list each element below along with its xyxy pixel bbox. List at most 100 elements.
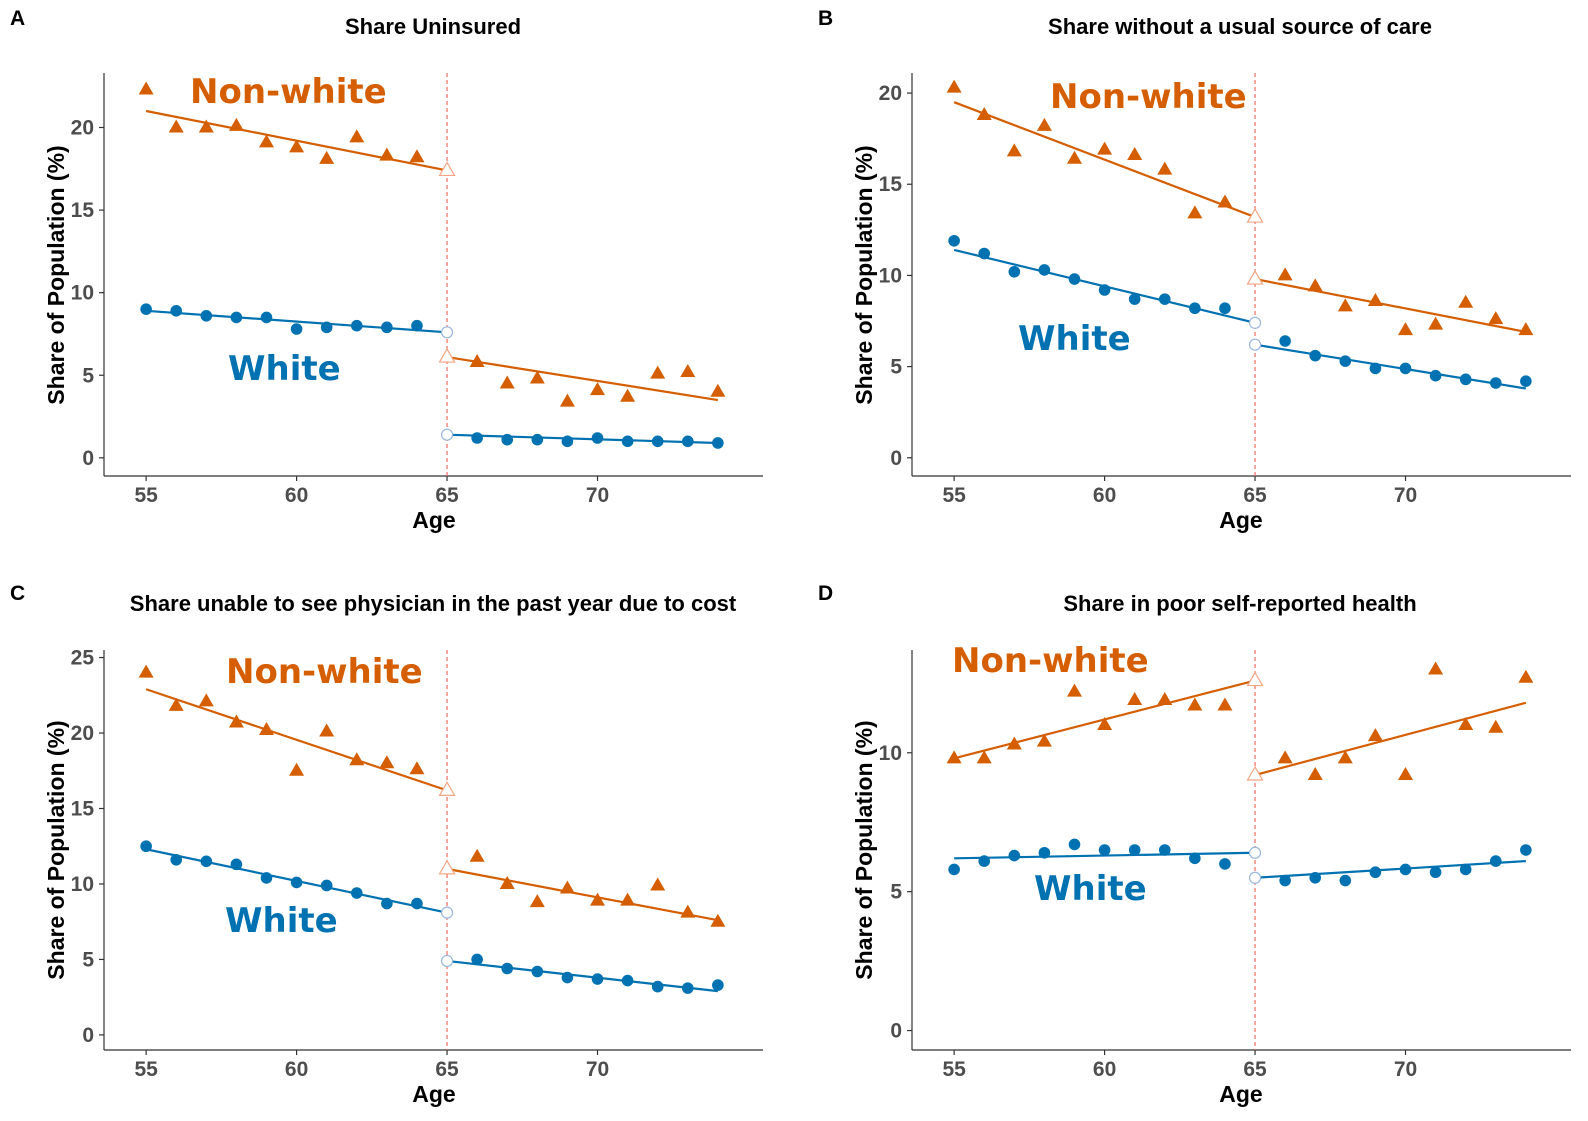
non-white-point <box>499 875 515 889</box>
white-point <box>320 321 333 334</box>
x-axis-title: Age <box>412 507 455 533</box>
y-tick-label: 0 <box>890 447 902 470</box>
non-white-point <box>680 363 696 377</box>
panel-letter: D <box>818 582 833 605</box>
x-tick-label: 60 <box>1093 484 1116 507</box>
non-white-point <box>650 365 666 379</box>
non-white-point <box>409 761 425 775</box>
white-point <box>1219 858 1231 870</box>
x-tick-label: 60 <box>1093 1058 1116 1081</box>
non-white-fit-line <box>1254 701 1527 777</box>
white-cutoff-marker <box>1248 846 1262 859</box>
non-white-point <box>529 370 545 384</box>
white-point <box>1520 375 1532 387</box>
x-tick-label: 70 <box>1394 1058 1417 1081</box>
non-white-point <box>710 913 726 927</box>
white-cutoff-marker <box>440 326 454 339</box>
y-tick-label: 20 <box>879 82 902 105</box>
panel-d: D Share in poor self-reported health Age… <box>794 561 1588 1121</box>
non-white-point <box>289 139 305 153</box>
non-white-cutoff-marker <box>1246 207 1264 223</box>
white-point <box>621 974 634 987</box>
non-white-point <box>319 150 335 164</box>
non-white-point <box>1066 150 1082 164</box>
y-tick-label: 15 <box>71 199 95 222</box>
non-white-cutoff-marker <box>438 161 456 177</box>
white-point <box>1128 844 1141 856</box>
panel-letter: B <box>818 7 833 30</box>
y-tick-label: 25 <box>71 647 95 670</box>
white-point <box>1279 335 1291 347</box>
white-point <box>1068 838 1081 851</box>
white-fit-line <box>447 433 718 445</box>
white-point <box>1429 369 1442 382</box>
white-point <box>230 858 243 871</box>
white-fit-line <box>1254 343 1527 390</box>
white-point <box>1008 849 1021 862</box>
y-tick-label: 15 <box>71 797 95 820</box>
white-point <box>170 854 183 866</box>
non-white-point <box>946 750 962 764</box>
white-point <box>320 879 333 892</box>
white-cutoff-marker <box>1248 871 1262 884</box>
white-point <box>501 962 514 975</box>
white-fit-line <box>146 309 448 334</box>
panel-c: C Share unable to see physician in the p… <box>0 561 794 1121</box>
non-white-cutoff-marker <box>1246 671 1264 687</box>
non-white-point <box>1006 736 1022 750</box>
non-white-point <box>469 354 485 368</box>
white-point <box>1399 863 1412 876</box>
x-tick-label: 60 <box>285 1058 308 1081</box>
white-point <box>260 872 273 884</box>
non-white-fit-line <box>145 688 448 792</box>
white-point <box>1459 373 1472 386</box>
x-tick-label: 70 <box>586 484 609 507</box>
y-axis-title: Share of Population (%) <box>851 720 877 979</box>
non-white-point <box>1518 669 1534 683</box>
white-point <box>230 311 243 324</box>
white-point <box>200 309 213 322</box>
non-white-point <box>168 119 184 133</box>
white-cutoff-marker <box>440 428 454 441</box>
white-cutoff-marker <box>1248 338 1262 351</box>
white-point <box>1520 844 1532 856</box>
non-white-point <box>138 664 154 678</box>
x-tick-label: 55 <box>942 484 966 507</box>
white-point <box>1489 855 1502 867</box>
non-white-point <box>319 723 335 737</box>
non-white-label: Non-white <box>1050 77 1247 117</box>
non-white-point <box>589 892 605 906</box>
white-point <box>1399 362 1412 375</box>
non-white-point <box>1127 147 1143 161</box>
white-label: White <box>1034 869 1147 909</box>
non-white-point <box>1157 692 1173 705</box>
non-white-point <box>1367 728 1383 742</box>
x-tick-label: 70 <box>586 1058 609 1081</box>
white-point <box>1098 844 1111 856</box>
non-white-point <box>650 877 666 891</box>
non-white-point <box>1066 683 1082 697</box>
white-point <box>1158 293 1171 305</box>
chart-panel-b: B Share without a usual source of care A… <box>818 7 1571 533</box>
non-white-point <box>1217 194 1233 208</box>
chart-panel-d: D Share in poor self-reported health Age… <box>818 582 1571 1107</box>
white-point <box>501 433 514 446</box>
white-point <box>140 303 152 315</box>
non-white-cutoff-marker <box>438 347 456 363</box>
white-point <box>471 432 483 444</box>
white-point <box>170 305 183 317</box>
y-tick-label: 20 <box>71 722 94 745</box>
white-point <box>381 321 393 334</box>
non-white-point <box>349 129 365 143</box>
white-point <box>260 311 273 324</box>
non-white-point <box>409 149 425 163</box>
non-white-point <box>198 119 214 133</box>
non-white-point <box>1307 278 1323 292</box>
white-point <box>948 863 960 876</box>
y-tick-label: 0 <box>82 1024 94 1047</box>
non-white-point <box>1428 661 1444 675</box>
non-white-point <box>1127 692 1143 705</box>
white-point <box>681 435 694 448</box>
x-tick-label: 65 <box>435 1058 459 1081</box>
white-point <box>948 234 960 247</box>
